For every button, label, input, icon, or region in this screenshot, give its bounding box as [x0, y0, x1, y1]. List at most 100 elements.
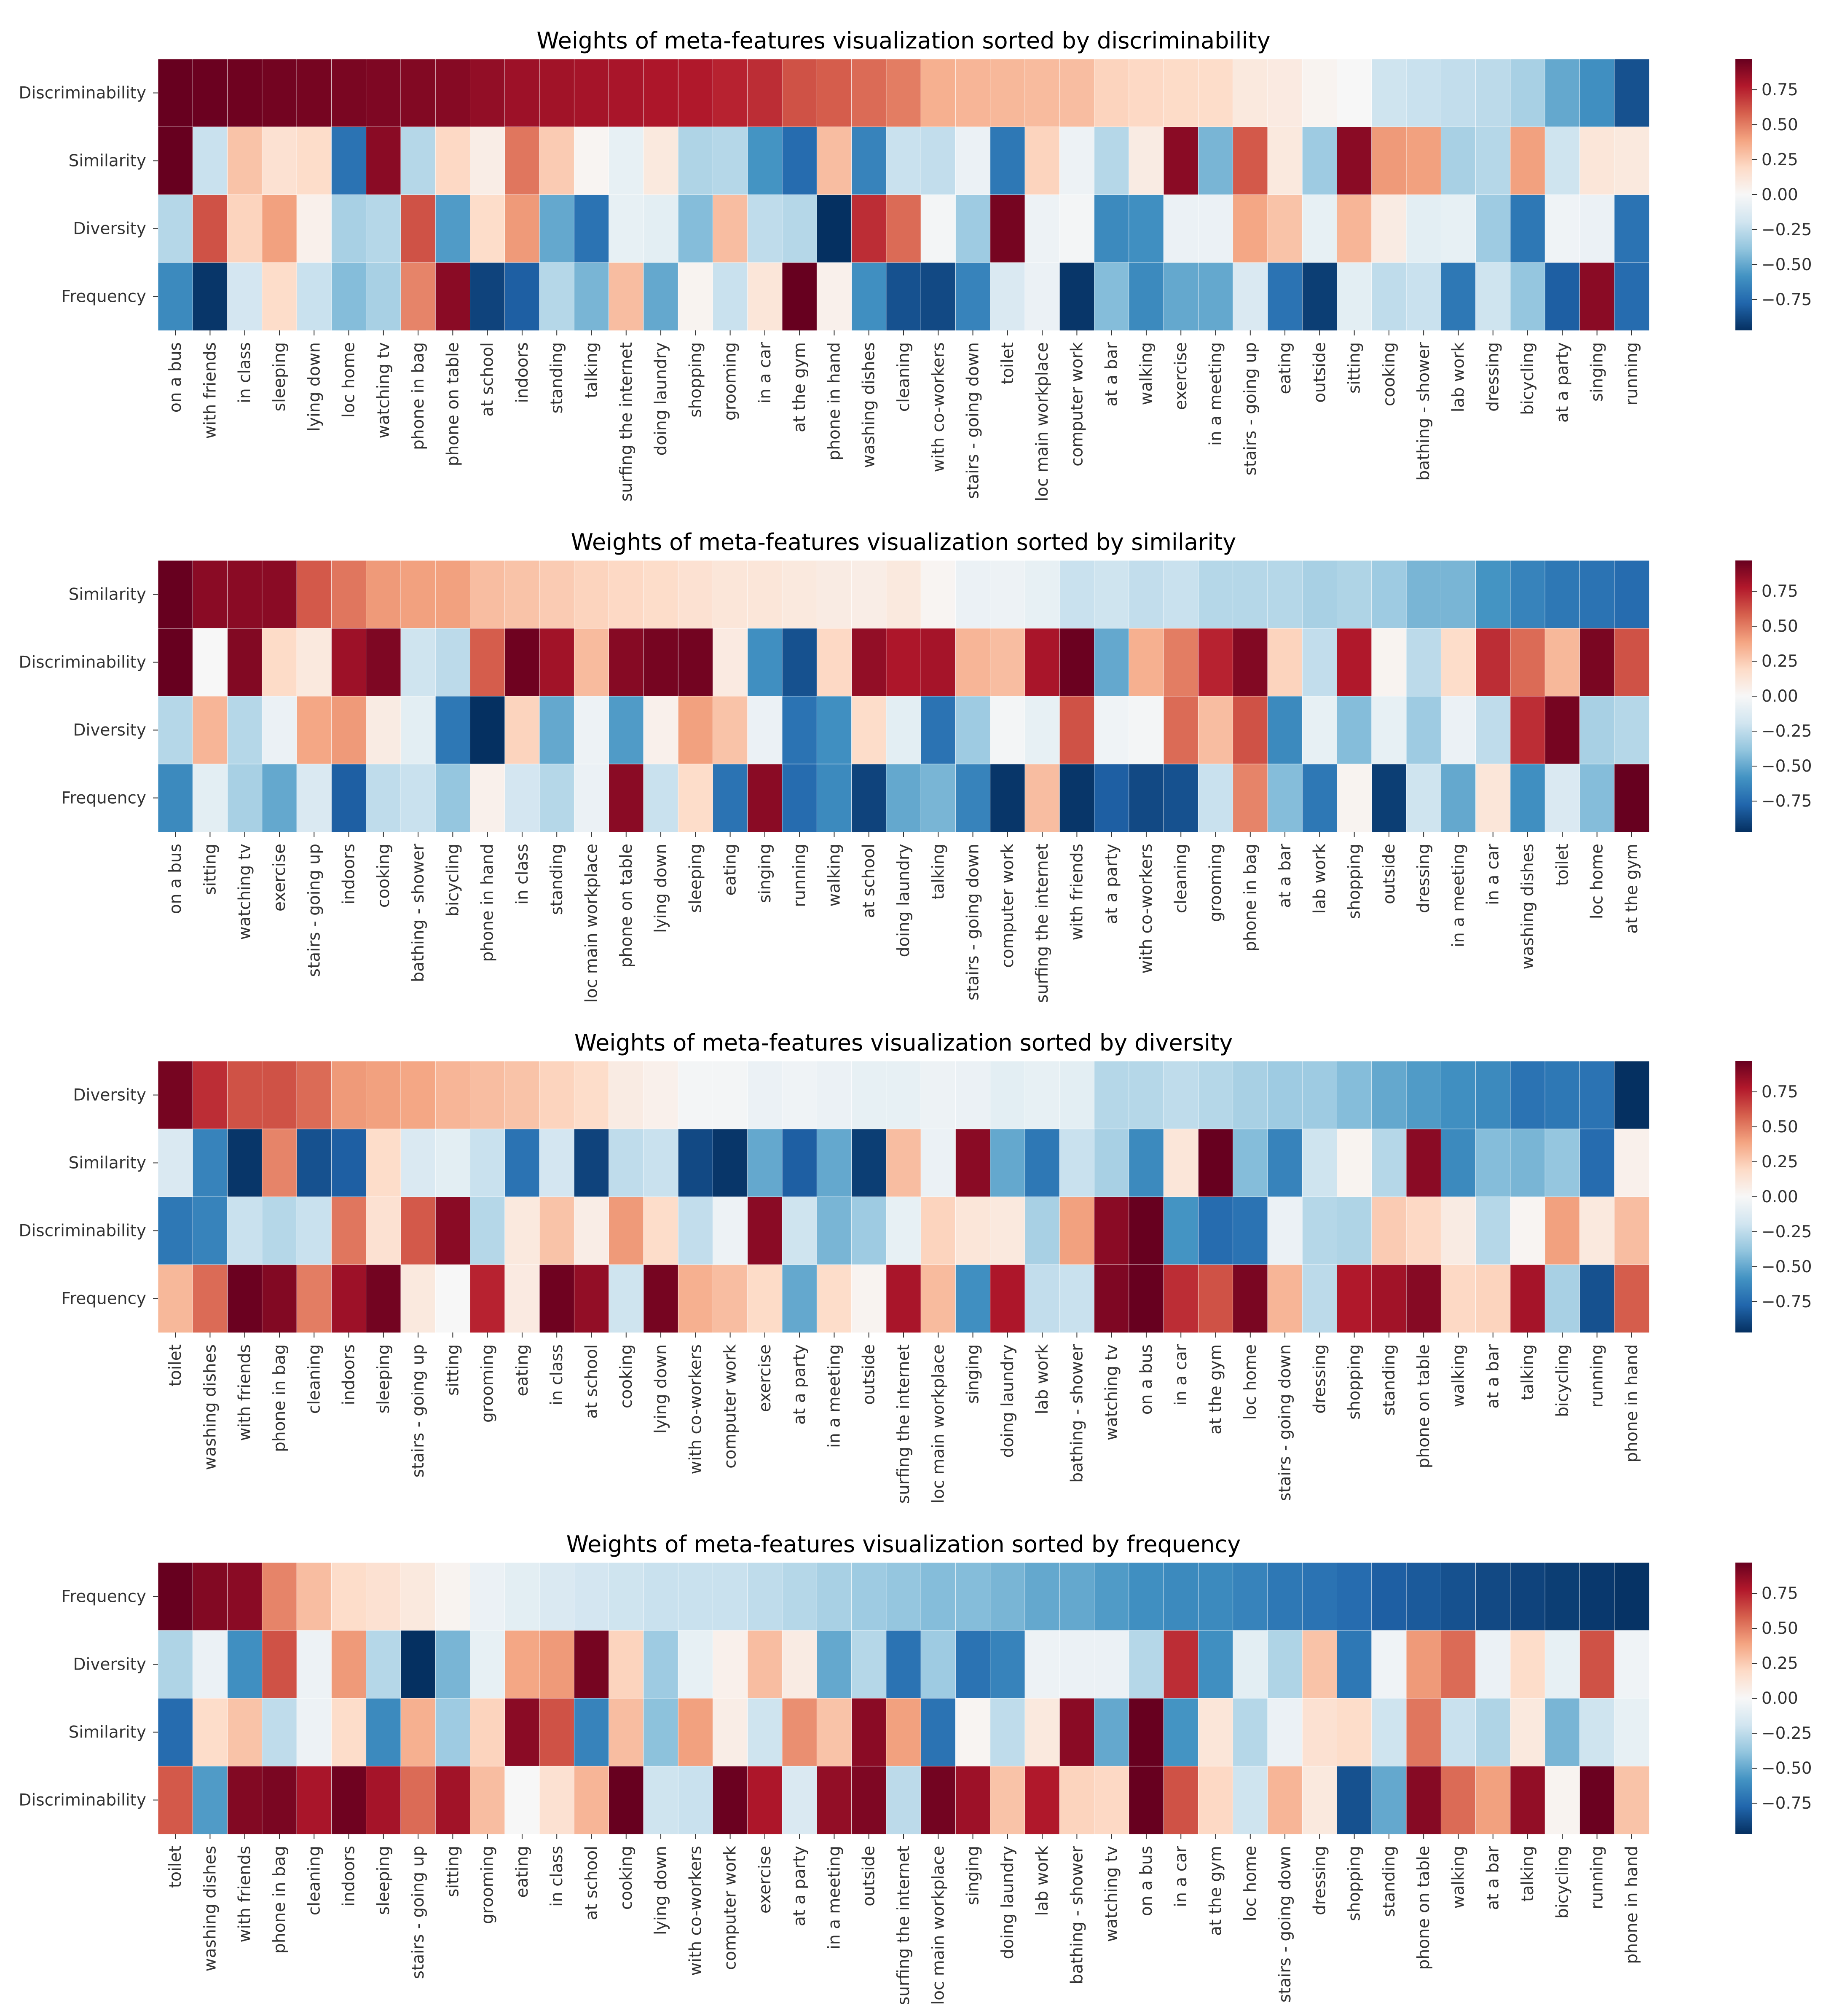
heatmap-cell: [1544, 1196, 1580, 1265]
heatmap-cell: [1267, 696, 1303, 765]
heatmap-cell: [955, 1196, 991, 1265]
heatmap-cell: [609, 560, 644, 629]
heatmap-cell: [643, 59, 679, 128]
column-label: stairs - going down: [964, 844, 983, 1000]
heatmap-cell: [366, 1698, 401, 1767]
column-label: phone in bag: [270, 1344, 289, 1452]
heatmap-cell: [1475, 262, 1511, 331]
heatmap-cell: [1371, 126, 1407, 196]
column-label: lab work: [1449, 342, 1468, 413]
heatmap-cell: [1302, 1061, 1338, 1130]
heatmap-cell: [1475, 1061, 1511, 1130]
heatmap-cell: [331, 696, 367, 765]
heatmap-cell: [366, 262, 401, 331]
heatmap-cell: [1233, 1630, 1268, 1699]
heatmap-cell: [816, 1264, 852, 1333]
column-label: running: [1622, 342, 1641, 406]
heatmap-cell: [643, 1196, 679, 1265]
heatmap-cell: [1163, 1196, 1199, 1265]
heatmap-cell: [920, 59, 956, 128]
heatmap-cell: [1198, 1630, 1233, 1699]
heatmap-cell: [539, 1630, 575, 1699]
colorbar-gradient: [1735, 59, 1752, 330]
heatmap-cell: [158, 696, 193, 765]
heatmap-cell: [227, 696, 263, 765]
heatmap-cell: [609, 1061, 644, 1130]
column-label: sleeping: [686, 844, 705, 913]
column-label: walking: [1137, 342, 1156, 405]
column-label: in a meeting: [1207, 342, 1225, 446]
heatmap-cell: [1198, 1562, 1233, 1631]
column-label: cleaning: [1172, 844, 1190, 913]
heatmap-cell: [920, 126, 956, 196]
column-label: in a meeting: [1449, 844, 1468, 947]
heatmap-cell: [1337, 764, 1372, 833]
colorbar-tick-label: −0.25: [1762, 1222, 1812, 1241]
heatmap-cell: [1579, 696, 1615, 765]
heatmap-cell: [1163, 1766, 1199, 1835]
heatmap-cell: [747, 1061, 783, 1130]
column-label: loc main workplace: [929, 1344, 948, 1504]
column-label: watching tv: [374, 342, 393, 438]
column-label: watching tv: [1102, 1344, 1121, 1440]
heatmap-cell: [1163, 1698, 1199, 1767]
heatmap-cell: [227, 262, 263, 331]
heatmap-cell: [990, 126, 1025, 196]
heatmap-cell: [539, 1196, 575, 1265]
heatmap-cell: [678, 1766, 713, 1835]
column-label: outside: [860, 1846, 879, 1906]
heatmap-cell: [158, 1264, 193, 1333]
column-label: at a party: [1553, 342, 1572, 423]
heatmap-cell: [1024, 1630, 1060, 1699]
column-label: talking: [582, 342, 601, 398]
heatmap-cell: [1337, 1562, 1372, 1631]
heatmap-cell: [574, 764, 609, 833]
heatmap-cell: [747, 59, 783, 128]
column-label: bathing - shower: [409, 843, 428, 982]
column-label: with co-workers: [686, 1344, 705, 1474]
heatmap-cell: [1475, 696, 1511, 765]
heatmap-cell: [1510, 194, 1546, 263]
heatmap-cell: [192, 560, 228, 629]
heatmap-cell: [713, 1061, 748, 1130]
heatmap-cell: [470, 696, 505, 765]
heatmap-cell: [1302, 1129, 1338, 1198]
heatmap-cell: [470, 59, 505, 128]
row-label: Frequency: [62, 1587, 146, 1606]
column-label: lab work: [1033, 1846, 1052, 1916]
column-label: on a bus: [166, 342, 185, 413]
heatmap-cell: [1475, 1196, 1511, 1265]
heatmap-cell: [574, 1562, 609, 1631]
column-label: in a car: [1172, 1845, 1190, 1907]
heatmap-cell: [1059, 560, 1095, 629]
column-label: sitting: [443, 1846, 462, 1897]
heatmap-cell: [227, 628, 263, 697]
heatmap-cell: [296, 1562, 332, 1631]
column-label: stairs - going up: [409, 1846, 428, 1979]
heatmap-cell: [400, 1562, 436, 1631]
heatmap-cell: [158, 194, 193, 263]
column-label: grooming: [478, 1344, 497, 1423]
heatmap-cell: [262, 126, 298, 196]
heatmap-cell: [1510, 1562, 1546, 1631]
column-label: washing dishes: [1518, 844, 1537, 969]
heatmap-cell: [816, 1129, 852, 1198]
heatmap-cell: [955, 262, 991, 331]
heatmap-cell: [539, 1061, 575, 1130]
heatmap-cell: [158, 628, 193, 697]
heatmap-cell: [1579, 1766, 1615, 1835]
heatmap-cell: [504, 628, 540, 697]
column-label: washing dishes: [860, 342, 879, 468]
panel-title: Weights of meta-features visualization s…: [566, 1531, 1241, 1558]
heatmap-cell: [851, 1196, 887, 1265]
heatmap-cell: [1198, 194, 1233, 263]
heatmap-cell: [1094, 1129, 1129, 1198]
heatmap-cell: [678, 696, 713, 765]
colorbar: 0.75 0.50 0.25 0.00 −0.25 −0.50 −0.75: [1735, 1061, 1812, 1332]
heatmap-cell: [678, 59, 713, 128]
column-label: at the gym: [1207, 1344, 1225, 1434]
heatmap-cell: [782, 262, 818, 331]
row-label: Discriminability: [19, 84, 146, 103]
column-label: indoors: [513, 342, 532, 403]
heatmap-cell: [1337, 1129, 1372, 1198]
